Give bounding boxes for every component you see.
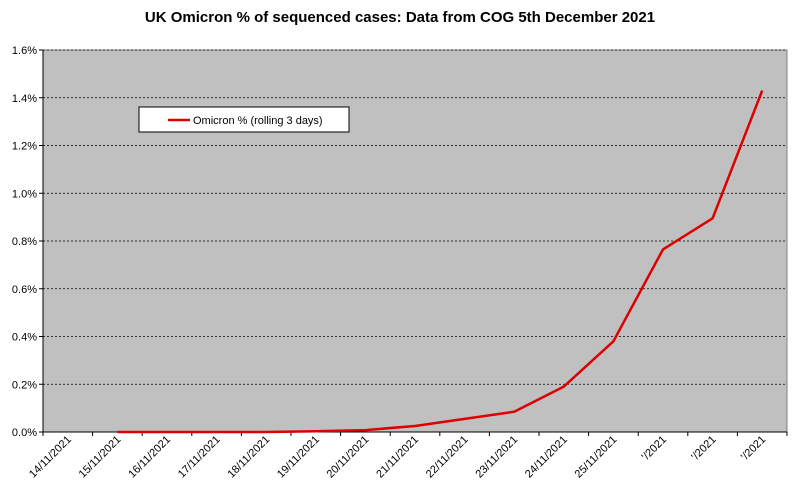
- x-tick-label: 23/11/2021: [473, 434, 520, 481]
- x-tick-label: '/2021: [739, 434, 768, 463]
- y-tick-label: 0.2%: [12, 379, 37, 391]
- chart-title: UK Omicron % of sequenced cases: Data fr…: [145, 9, 655, 26]
- x-tick-label: 20/11/2021: [325, 434, 372, 481]
- y-tick-label: 0.6%: [12, 284, 37, 296]
- x-tick-label: 17/11/2021: [176, 434, 223, 481]
- x-axis: 14/11/2021 15/11/2021 16/11/2021 17/11/2021…: [27, 432, 788, 481]
- x-tick-label: 16/11/2021: [126, 434, 173, 481]
- y-tick-label: 1.0%: [12, 188, 37, 200]
- x-tick-label: 15/11/2021: [77, 434, 124, 481]
- legend: Omicron % (rolling 3 days): [138, 106, 350, 133]
- x-tick-label: 18/11/2021: [225, 434, 272, 481]
- y-tick-label: 0.8%: [12, 236, 37, 248]
- series-group: [117, 90, 764, 434]
- x-tick-label: '/2021: [689, 434, 718, 463]
- x-tick-label: 19/11/2021: [275, 434, 322, 481]
- y-tick-label: 0.0%: [12, 427, 37, 439]
- x-tick-label: 25/11/2021: [573, 434, 620, 481]
- y-tick-label: 1.6%: [12, 45, 37, 57]
- y-tick-label: 1.4%: [12, 93, 37, 105]
- x-tick-label: 22/11/2021: [424, 434, 471, 481]
- y-tick-label: 0.4%: [12, 332, 37, 344]
- x-tick-label: 21/11/2021: [374, 434, 421, 481]
- legend-label: Omicron % (rolling 3 days): [193, 115, 323, 127]
- x-tick-label: 14/11/2021: [27, 434, 74, 481]
- series-line: [117, 90, 764, 434]
- x-tick-label: 24/11/2021: [523, 434, 570, 481]
- x-tick-label: '/2021: [640, 434, 669, 463]
- y-tick-label: 1.2%: [12, 141, 37, 153]
